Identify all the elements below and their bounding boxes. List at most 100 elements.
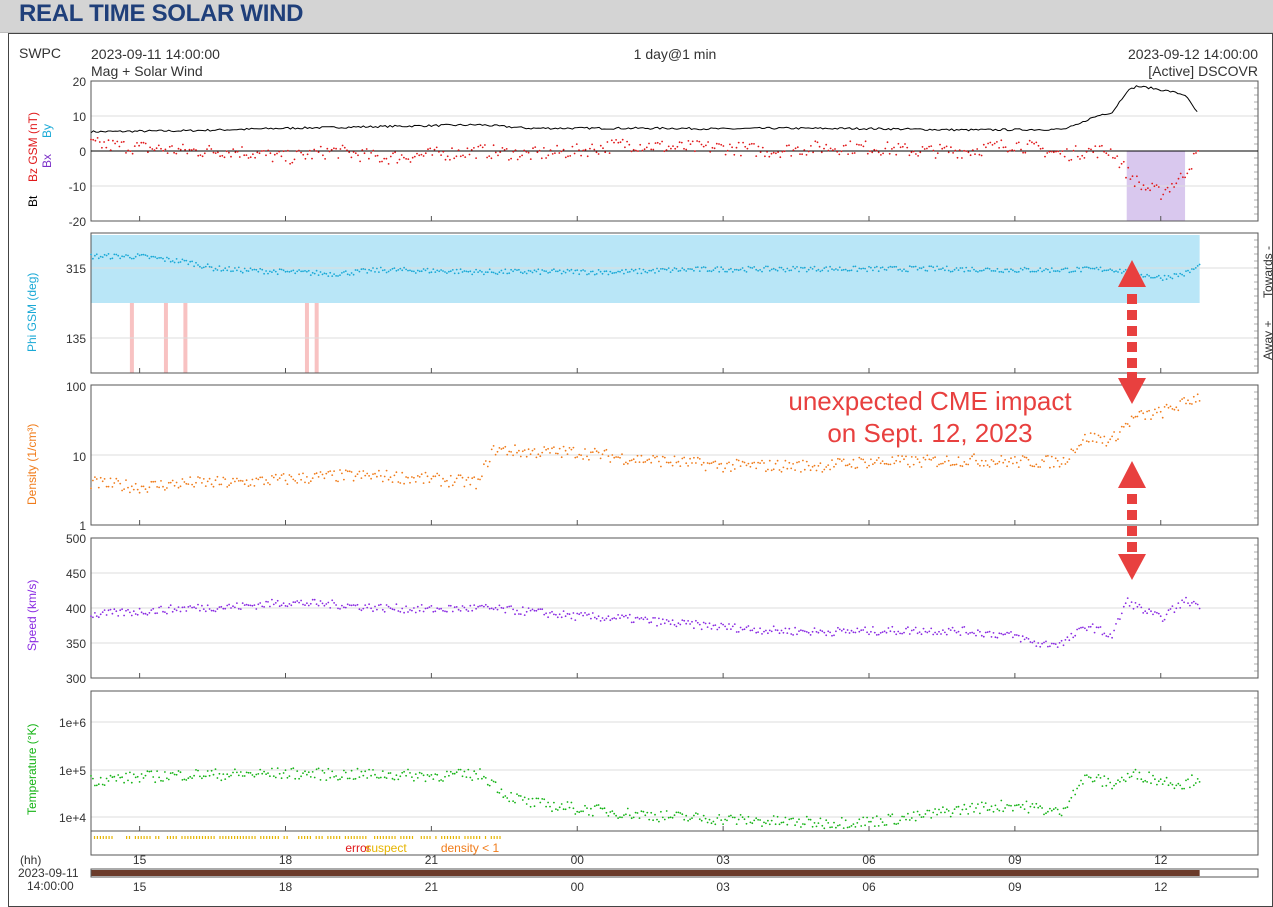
speed-point — [998, 632, 1001, 635]
density-point — [656, 455, 658, 458]
density-point — [395, 471, 398, 474]
phi-point — [455, 268, 458, 271]
speed-point — [749, 629, 752, 632]
bz-point — [400, 154, 403, 156]
temperature-point — [490, 779, 493, 781]
bz-point — [724, 153, 727, 156]
temperature-point — [1066, 806, 1069, 809]
temperature-point — [549, 805, 551, 808]
phi-point — [304, 270, 306, 272]
temperature-point — [356, 767, 359, 770]
bz-point — [670, 147, 672, 150]
speed-point — [376, 608, 378, 611]
density-point — [767, 468, 769, 471]
bz-point — [608, 152, 611, 155]
temperature-point — [360, 770, 363, 773]
temperature-point — [109, 774, 112, 777]
phi-point — [409, 269, 411, 272]
suspect-flag-mark — [111, 836, 113, 839]
density-point — [759, 462, 761, 464]
bz-point — [479, 144, 482, 147]
speed-point — [1035, 645, 1038, 647]
speed-point — [245, 603, 248, 606]
temperature-point — [486, 783, 489, 786]
density-point — [1109, 438, 1112, 441]
temperature-point — [992, 810, 995, 813]
suspect-flag-mark — [429, 836, 431, 839]
phi-point — [850, 269, 853, 272]
coverage-bar-border — [90, 868, 1259, 878]
temperature-point — [870, 820, 872, 823]
phi-point — [210, 266, 213, 268]
phi-point — [1054, 270, 1057, 273]
temperature-point — [951, 812, 954, 815]
temperature-point — [156, 770, 159, 772]
bz-point — [877, 151, 880, 154]
speed-point — [249, 604, 252, 607]
phi-point — [222, 269, 225, 272]
temperature-point — [1035, 802, 1038, 805]
phi-point — [150, 255, 153, 258]
density-point — [150, 480, 153, 483]
bz-point — [543, 147, 545, 149]
bz-point — [142, 141, 145, 144]
density-point — [173, 484, 176, 487]
x-tick-label-03: 03 — [716, 880, 730, 894]
bz-point — [545, 157, 547, 159]
phi-point — [683, 268, 686, 271]
x-tick-label-03: 03 — [716, 853, 730, 867]
phi-point — [866, 270, 868, 273]
bz-point — [516, 158, 519, 161]
temperature-point — [127, 779, 129, 782]
temperature-point — [675, 811, 678, 814]
temperature-point — [125, 772, 127, 775]
bz-point — [488, 155, 491, 158]
phi-point — [220, 270, 223, 272]
speed-point — [290, 604, 293, 607]
suspect-flag-mark — [411, 836, 414, 839]
density-point — [1119, 431, 1121, 433]
speed-point — [449, 604, 452, 607]
bz-point — [228, 151, 230, 154]
temperature-point — [354, 777, 357, 780]
speed-point — [409, 609, 411, 611]
phi-point — [389, 269, 392, 271]
density-point — [772, 468, 775, 471]
bz-point — [755, 155, 758, 158]
density-point — [687, 465, 689, 467]
temperature-point — [613, 812, 616, 815]
temperature-point — [683, 818, 686, 821]
density-point — [749, 465, 752, 468]
phi-point — [881, 266, 884, 269]
speed-point — [1144, 610, 1147, 613]
phi-point — [864, 267, 866, 270]
phi-point — [555, 270, 557, 273]
density-point — [1072, 449, 1075, 452]
density-point — [920, 466, 923, 468]
bz-point — [589, 147, 591, 150]
speed-point — [716, 628, 719, 631]
speed-point — [261, 605, 264, 608]
density-point — [726, 462, 728, 465]
ytick-phi-315: 315 — [66, 262, 86, 276]
speed-point — [714, 624, 717, 626]
temperature-point — [389, 772, 392, 774]
temperature-point — [537, 797, 540, 800]
phi-point — [883, 268, 886, 271]
speed-point — [1175, 607, 1178, 610]
density-point — [319, 471, 322, 473]
temperature-point — [424, 780, 427, 783]
speed-point — [399, 610, 402, 613]
speed-point — [383, 610, 386, 613]
speed-point — [547, 616, 549, 619]
phi-point — [430, 271, 433, 274]
bz-point — [475, 157, 477, 160]
temperature-point — [132, 773, 135, 776]
bz-point — [829, 147, 832, 150]
density-point — [166, 487, 168, 489]
density-point — [300, 478, 302, 481]
bz-point — [991, 144, 994, 146]
bz-point — [971, 149, 974, 152]
x-tick-label-18: 18 — [279, 880, 293, 894]
temperature-point — [728, 815, 730, 818]
